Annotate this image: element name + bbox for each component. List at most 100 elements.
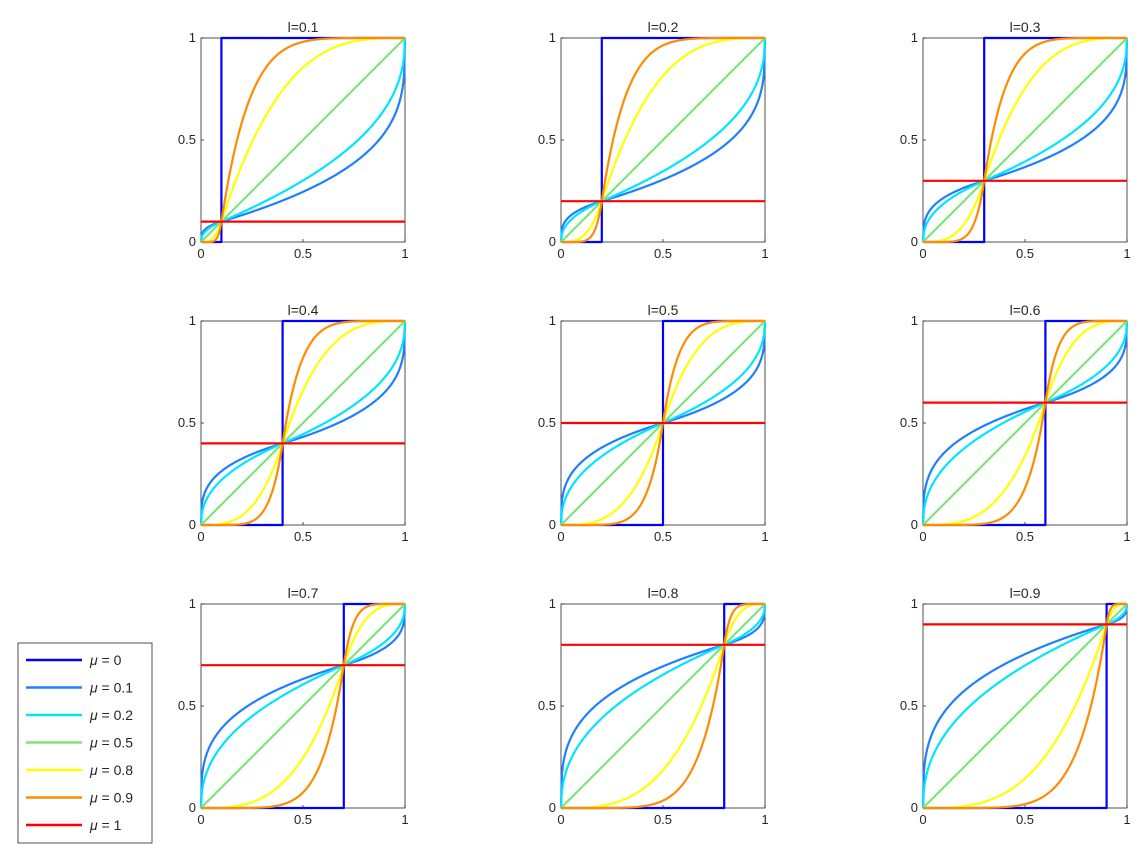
x-tick-label: 0 xyxy=(919,812,926,827)
series-line-mu-0-8 xyxy=(200,602,406,810)
y-tick-label: 1 xyxy=(549,596,556,611)
x-tick-label: 1 xyxy=(1123,529,1130,544)
series-line-mu-0-5 xyxy=(200,603,406,809)
x-tick-label: 0 xyxy=(919,529,926,544)
y-tick-label: 0 xyxy=(549,234,556,249)
subplot-title: l=0.5 xyxy=(648,302,679,318)
legend-label: μ = 0.2 xyxy=(89,707,133,723)
series-line-mu-0-5 xyxy=(560,603,766,809)
y-tick-label: 0 xyxy=(189,517,196,532)
x-tick-label: 0.5 xyxy=(294,529,312,544)
series-line-mu-0-9 xyxy=(200,319,406,527)
legend-label: μ = 1 xyxy=(89,817,122,833)
subplot-3: 00 0.5 0.5 1 1 l=0.3 xyxy=(900,19,1131,261)
series-line-mu-0-8 xyxy=(560,36,766,244)
x-tick-label: 0 xyxy=(197,529,204,544)
series-line-mu-0-5 xyxy=(200,37,406,243)
x-tick-label: 1 xyxy=(1123,246,1130,261)
series-line-mu-0-5 xyxy=(922,603,1128,809)
x-tick-label: 1 xyxy=(1123,812,1130,827)
series-line-mu-0-5 xyxy=(200,320,406,526)
subplot-title: l=0.1 xyxy=(288,19,319,35)
series-line-mu-0-9 xyxy=(922,602,1128,810)
series-line-mu-0-1 xyxy=(199,603,407,809)
y-tick-label: 0 xyxy=(911,234,918,249)
x-tick-label: 0.5 xyxy=(294,246,312,261)
x-tick-label: 0 xyxy=(919,246,926,261)
y-tick-label: 0.5 xyxy=(178,698,196,713)
x-tick-label: 1 xyxy=(401,812,408,827)
y-tick-label: 0 xyxy=(549,800,556,815)
x-tick-label: 0.5 xyxy=(654,529,672,544)
subplot-title: l=0.2 xyxy=(648,19,679,35)
y-tick-label: 0.5 xyxy=(900,132,918,147)
legend-label: μ = 0.1 xyxy=(89,680,133,696)
x-tick-label: 1 xyxy=(401,529,408,544)
series-line-mu-0-8 xyxy=(560,602,766,810)
x-tick-label: 0 xyxy=(197,246,204,261)
x-tick-label: 0.5 xyxy=(654,246,672,261)
y-tick-label: 1 xyxy=(911,313,918,328)
series-line-mu-0-1 xyxy=(921,37,1129,243)
legend-label: μ = 0.8 xyxy=(89,762,133,778)
subplot-2: 00 0.5 0.5 1 1 l=0.2 xyxy=(538,19,769,261)
series-line-mu-0-9 xyxy=(560,36,766,244)
legend-label: μ = 0.5 xyxy=(89,735,133,751)
series-line-mu-0-2 xyxy=(921,603,1129,809)
subplot-title: l=0.8 xyxy=(648,585,679,601)
y-tick-label: 0 xyxy=(911,800,918,815)
series-line-mu-0-2 xyxy=(559,37,767,243)
series-line-mu-0-5 xyxy=(560,37,766,243)
series-line-mu-0-9 xyxy=(200,36,406,244)
subplot-8: 00 0.5 0.5 1 1 l=0.8 xyxy=(538,585,769,827)
subplot-title: l=0.7 xyxy=(288,585,319,601)
subplot-title: l=0.3 xyxy=(1010,19,1041,35)
y-tick-label: 0.5 xyxy=(900,698,918,713)
x-tick-label: 0.5 xyxy=(654,812,672,827)
x-tick-label: 1 xyxy=(761,812,768,827)
subplot-7: 00 0.5 0.5 1 1 l=0.7 xyxy=(178,585,409,827)
y-tick-label: 1 xyxy=(189,30,196,45)
series-line-mu-0-8 xyxy=(200,319,406,527)
y-tick-label: 0.5 xyxy=(538,698,556,713)
series-line-mu-0-1 xyxy=(199,37,407,243)
subplot-1: 00 0.5 0.5 1 1 l=0.1 xyxy=(178,19,409,261)
series-line-mu-0-9 xyxy=(922,36,1128,244)
y-tick-label: 0.5 xyxy=(538,415,556,430)
x-tick-label: 0 xyxy=(557,529,564,544)
y-tick-label: 1 xyxy=(549,313,556,328)
y-tick-label: 0 xyxy=(549,517,556,532)
x-tick-label: 0.5 xyxy=(1016,246,1034,261)
subplot-title: l=0.6 xyxy=(1010,302,1041,318)
series-line-mu-0-5 xyxy=(922,37,1128,243)
y-tick-label: 0.5 xyxy=(900,415,918,430)
series-line-mu-0-2 xyxy=(921,37,1129,243)
series-line-mu-0-9 xyxy=(200,602,406,810)
x-tick-label: 1 xyxy=(761,529,768,544)
x-tick-label: 0.5 xyxy=(1016,529,1034,544)
series-line-mu-0-2 xyxy=(921,320,1129,526)
y-tick-label: 0 xyxy=(189,234,196,249)
series-line-mu-0-9 xyxy=(922,319,1128,527)
series-line-mu-0-8 xyxy=(922,319,1128,527)
x-tick-label: 0.5 xyxy=(294,812,312,827)
y-tick-label: 0 xyxy=(911,517,918,532)
series-line-mu-0-1 xyxy=(199,320,407,526)
x-tick-label: 0 xyxy=(557,246,564,261)
series-line-mu-0-2 xyxy=(199,603,407,809)
legend: μ = 0 μ = 0.1 μ = 0.2 μ = 0.5 μ = 0.8 μ = 0.9… xyxy=(17,642,153,844)
subplot-title: l=0.4 xyxy=(288,302,319,318)
subplot-9: 00 0.5 0.5 1 1 l=0.9 xyxy=(900,585,1131,827)
subplot-4: 00 0.5 0.5 1 1 l=0.4 xyxy=(178,302,409,544)
y-tick-label: 0.5 xyxy=(538,132,556,147)
subplot-5: 00 0.5 0.5 1 1 l=0.5 xyxy=(538,302,769,544)
series-line-mu-0-2 xyxy=(199,37,407,243)
subplot-title: l=0.9 xyxy=(1010,585,1041,601)
y-tick-label: 1 xyxy=(911,596,918,611)
y-tick-label: 1 xyxy=(189,596,196,611)
x-tick-label: 0 xyxy=(557,812,564,827)
x-tick-label: 0.5 xyxy=(1016,812,1034,827)
series-line-mu-0-5 xyxy=(922,320,1128,526)
y-tick-label: 1 xyxy=(911,30,918,45)
